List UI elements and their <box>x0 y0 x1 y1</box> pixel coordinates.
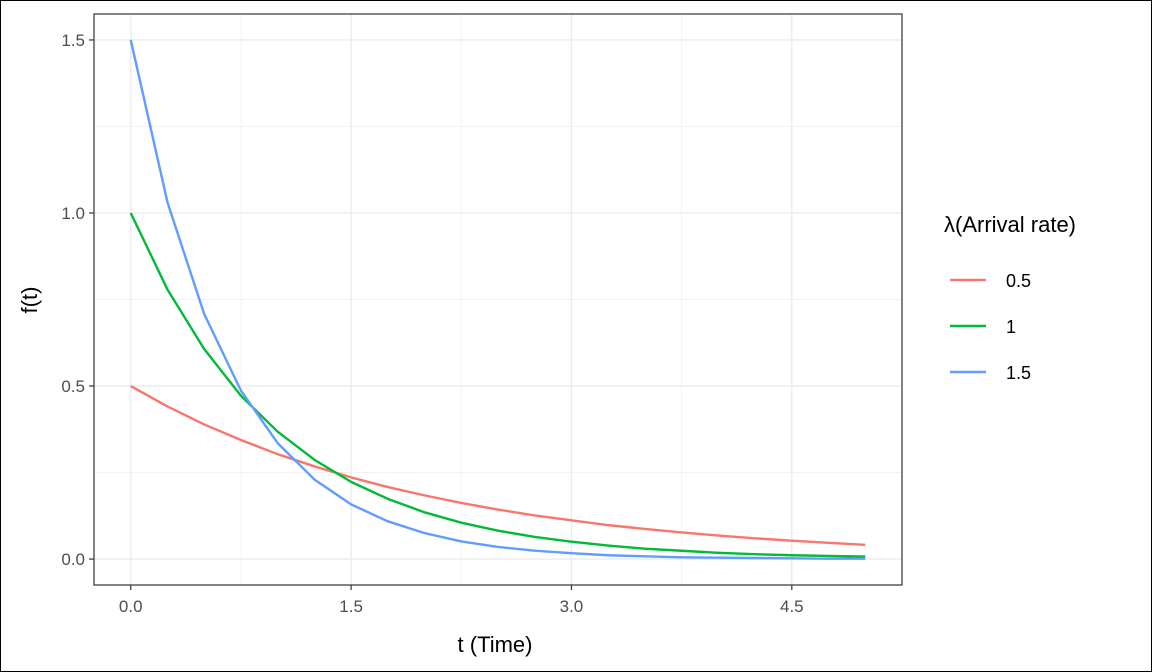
legend-label: 0.5 <box>1006 271 1031 291</box>
panel-border <box>93 13 903 586</box>
series-lines <box>129 39 866 560</box>
x-tick-label: 0.0 <box>119 597 143 616</box>
x-tick-label: 4.5 <box>780 597 804 616</box>
legend-title: λ(Arrival rate) <box>944 212 1076 237</box>
y-axis-title: f(t) <box>17 287 42 314</box>
x-tick-label: 1.5 <box>339 597 363 616</box>
series-line-0.5 <box>130 384 866 547</box>
x-axis-title: t (Time) <box>458 632 533 657</box>
legend-label: 1 <box>1006 317 1016 337</box>
y-tick-label: 1.0 <box>61 204 85 223</box>
legend: λ(Arrival rate) 0.5 1 1.5 <box>944 212 1076 383</box>
series-line-1.5 <box>129 39 866 560</box>
y-tick-label: 0.0 <box>61 550 85 569</box>
y-tick-label: 1.5 <box>61 31 85 50</box>
x-tick-label: 3.0 <box>560 597 584 616</box>
y-tick-label: 0.5 <box>61 377 85 396</box>
axes: 0.0 1.5 3.0 4.5 0.0 0.5 1.0 1.5 <box>61 31 803 616</box>
legend-label: 1.5 <box>1006 363 1031 383</box>
